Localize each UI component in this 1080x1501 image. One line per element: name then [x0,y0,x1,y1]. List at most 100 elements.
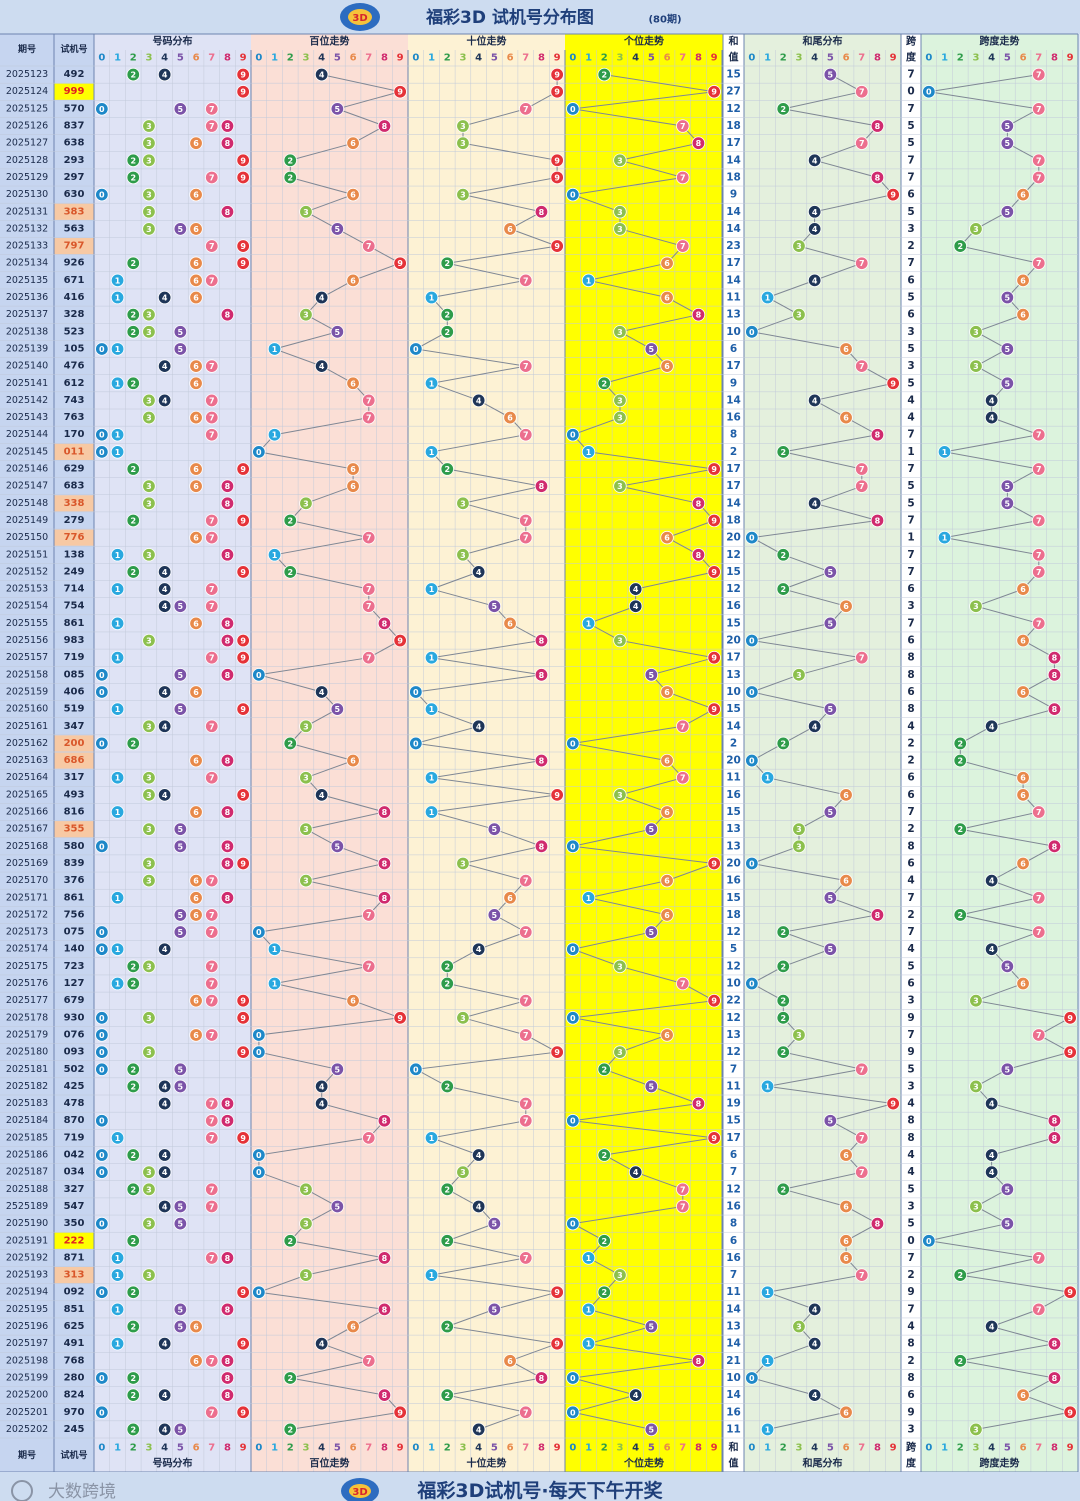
hundreds-ball [283,153,297,168]
span-ball-label: 5 [1005,294,1011,303]
span-ball-label: 7 [1036,928,1042,937]
span-ball-label: 0 [926,88,932,97]
span-cell: 4 [907,720,914,732]
sum-tail-ball-label: 4 [812,1340,818,1349]
hundreds-ball-label: 7 [366,602,372,611]
units-ball-label: 2 [601,1151,607,1160]
digit-dist-ball [220,891,235,905]
tens-ball [471,1148,486,1162]
sum-tail-ball-label: 6 [843,602,849,611]
number-cell: 714 [64,584,85,595]
units-ball-label: 8 [696,1357,702,1366]
axis-digit-2-7-bottom: 7 [522,1443,529,1454]
number-cell: 425 [64,1081,85,1092]
units-ball-label: 9 [711,88,717,97]
hundreds-ball [252,445,266,459]
span-ball [1032,170,1046,185]
digit-dist-ball [110,942,125,956]
span-ball-label: 6 [1020,859,1026,868]
digit-dist-ball [95,736,109,751]
digit-dist-ball [189,1028,203,1042]
digit-dist-ball-label: 7 [209,242,215,251]
digit-dist-ball [220,753,235,768]
digit-dist-ball [110,290,125,305]
tens-ball [424,1268,439,1282]
digit-dist-ball-label: 4 [162,791,168,800]
tens-ball-label: 7 [523,362,529,371]
axis-digit-3-4-bottom: 4 [632,1443,639,1454]
digit-dist-ball [142,153,156,168]
digit-dist-ball [110,616,125,631]
sum-tail-ball [745,1371,759,1385]
span-ball [1047,1131,1062,1145]
digit-dist-ball [95,1405,109,1419]
tens-ball [503,1354,517,1368]
digit-dist-ball-label: 1 [115,705,121,714]
units-ball-label: 7 [680,980,686,989]
digit-dist-ball-label: 4 [162,71,168,80]
span-cell: 6 [907,789,914,801]
units-ball-label: 1 [586,1305,592,1314]
digit-dist-ball-label: 6 [193,414,199,423]
hundreds-ball [252,1045,266,1059]
digit-dist-ball-label: 2 [130,173,136,182]
issue-cell: 2025179 [6,1029,48,1040]
digit-dist-ball [110,376,125,390]
span-cell: 7 [907,154,914,166]
units-ball-label: 3 [617,396,623,405]
span-cell: 4 [907,1166,914,1178]
hundreds-ball-label: 5 [335,842,341,851]
span-ball-label: 4 [989,396,995,405]
tens-ball-label: 5 [492,1220,498,1229]
digit-dist-ball-label: 3 [146,1014,152,1023]
span-ball [953,908,967,922]
tens-ball [456,1011,470,1025]
digit-dist-ball [126,1148,140,1162]
digit-dist-ball-label: 5 [178,911,184,920]
units-ball-label: 6 [664,362,670,371]
digit-dist-ball [220,1354,235,1368]
digit-dist-ball-label: 1 [115,379,121,388]
units-ball-label: 5 [649,671,655,680]
axis-digit-5-5-top: 5 [1004,53,1011,64]
digit-dist-ball-label: 3 [146,1048,152,1057]
hundreds-ball [252,925,266,939]
digit-dist-ball [173,1302,188,1317]
digit-dist-ball-label: 5 [178,671,184,680]
units-ball-label: 7 [680,1185,686,1194]
grid [0,33,1079,1473]
tens-ball [550,788,564,802]
sum-tail-ball [870,170,885,185]
digit-dist-ball-label: 0 [99,1065,105,1074]
digit-dist-ball-label: 2 [130,379,136,388]
span-ball-label: 8 [1052,1374,1058,1383]
tens-ball [534,1371,549,1385]
units-ball [628,1165,643,1179]
digit-dist-ball-label: 0 [99,1288,105,1297]
span-cell: 4 [907,394,914,406]
digit-dist-ball-label: 0 [99,431,105,440]
footer-title: 福彩3D试机号·每天下午开奖 [416,1479,663,1501]
sum-tail-ball [776,1182,790,1197]
digit-dist-ball [126,513,140,528]
sum-cell: 16 [726,412,741,424]
sum-tail-ball-label: 3 [796,825,802,834]
digit-dist-ball-label: 1 [115,1271,121,1280]
digit-dist-ball-label: 6 [193,139,199,148]
sum-tail-ball [839,1199,853,1214]
sum-cell: 7 [730,1166,737,1178]
axis-digit-2-2-top: 2 [444,53,451,64]
number-cell: 612 [64,378,85,389]
issue-cell: 2025176 [6,978,48,989]
span-cell: 6 [907,309,914,321]
tens-ball [471,393,486,408]
digit-dist-ball [189,256,203,270]
sum-tail-ball-label: 0 [749,980,755,989]
digit-dist-ball [157,1388,172,1402]
digit-dist-ball-label: 4 [162,294,168,303]
digit-dist-ball [142,1182,156,1197]
digit-dist-ball [220,1251,235,1265]
digit-dist-ball [157,1422,172,1437]
span-ball-label: 3 [973,997,979,1006]
span-ball-label: 5 [1005,379,1011,388]
